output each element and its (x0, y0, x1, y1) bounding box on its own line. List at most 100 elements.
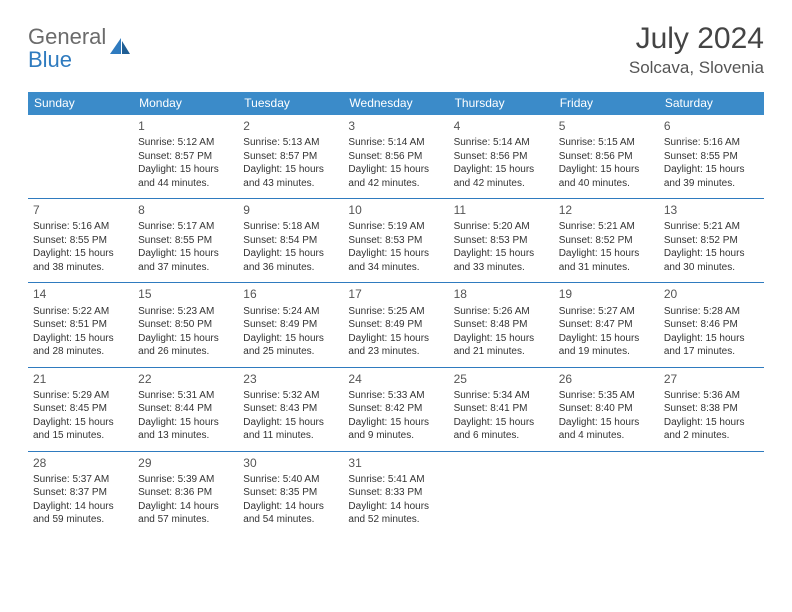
calendar-page: General Blue July 2024 Solcava, Slovenia… (0, 0, 792, 555)
sunrise-line: Sunrise: 5:14 AM (454, 136, 549, 150)
day-number: 29 (138, 455, 233, 471)
calendar-day: 23Sunrise: 5:32 AMSunset: 8:43 PMDayligh… (238, 368, 343, 451)
calendar-week: 1Sunrise: 5:12 AMSunset: 8:57 PMDaylight… (28, 115, 764, 199)
daylight-line: Daylight: 15 hours and 28 minutes. (33, 332, 128, 359)
daylight-line: Daylight: 15 hours and 26 minutes. (138, 332, 233, 359)
daylight-line: Daylight: 15 hours and 38 minutes. (33, 247, 128, 274)
day-number: 6 (664, 118, 759, 134)
calendar-day: 22Sunrise: 5:31 AMSunset: 8:44 PMDayligh… (133, 368, 238, 451)
sunset-line: Sunset: 8:53 PM (348, 234, 443, 248)
day-number: 31 (348, 455, 443, 471)
sunset-line: Sunset: 8:50 PM (138, 318, 233, 332)
calendar-day: 7Sunrise: 5:16 AMSunset: 8:55 PMDaylight… (28, 199, 133, 282)
weekday-header: Tuesday (238, 92, 343, 115)
calendar-day: 15Sunrise: 5:23 AMSunset: 8:50 PMDayligh… (133, 283, 238, 366)
sunset-line: Sunset: 8:57 PM (138, 150, 233, 164)
weekday-header: Saturday (659, 92, 764, 115)
daylight-line: Daylight: 15 hours and 37 minutes. (138, 247, 233, 274)
calendar-week: 14Sunrise: 5:22 AMSunset: 8:51 PMDayligh… (28, 283, 764, 367)
day-number: 24 (348, 371, 443, 387)
sunset-line: Sunset: 8:44 PM (138, 402, 233, 416)
sunset-line: Sunset: 8:43 PM (243, 402, 338, 416)
sunset-line: Sunset: 8:38 PM (664, 402, 759, 416)
day-number: 15 (138, 286, 233, 302)
sunrise-line: Sunrise: 5:32 AM (243, 389, 338, 403)
calendar-day: 29Sunrise: 5:39 AMSunset: 8:36 PMDayligh… (133, 452, 238, 535)
daylight-line: Daylight: 15 hours and 31 minutes. (559, 247, 654, 274)
day-number: 14 (33, 286, 128, 302)
day-number: 27 (664, 371, 759, 387)
day-number: 12 (559, 202, 654, 218)
daylight-line: Daylight: 15 hours and 34 minutes. (348, 247, 443, 274)
sunset-line: Sunset: 8:55 PM (33, 234, 128, 248)
sunrise-line: Sunrise: 5:40 AM (243, 473, 338, 487)
sunset-line: Sunset: 8:40 PM (559, 402, 654, 416)
sunset-line: Sunset: 8:56 PM (559, 150, 654, 164)
sunset-line: Sunset: 8:56 PM (454, 150, 549, 164)
day-number: 10 (348, 202, 443, 218)
daylight-line: Daylight: 14 hours and 59 minutes. (33, 500, 128, 527)
daylight-line: Daylight: 15 hours and 2 minutes. (664, 416, 759, 443)
day-number: 4 (454, 118, 549, 134)
calendar-day: 1Sunrise: 5:12 AMSunset: 8:57 PMDaylight… (133, 115, 238, 198)
day-number: 21 (33, 371, 128, 387)
sunset-line: Sunset: 8:42 PM (348, 402, 443, 416)
day-number: 2 (243, 118, 338, 134)
sunrise-line: Sunrise: 5:27 AM (559, 305, 654, 319)
calendar-day: 14Sunrise: 5:22 AMSunset: 8:51 PMDayligh… (28, 283, 133, 366)
daylight-line: Daylight: 15 hours and 25 minutes. (243, 332, 338, 359)
sunrise-line: Sunrise: 5:13 AM (243, 136, 338, 150)
weekday-header-row: Sunday Monday Tuesday Wednesday Thursday… (28, 92, 764, 115)
calendar-day: 10 Sunrise: 5:19 AMSunset: 8:53 PMDayligh… (343, 199, 448, 282)
sunrise-line: Sunrise: 5:20 AM (454, 220, 549, 234)
daylight-line: Daylight: 15 hours and 6 minutes. (454, 416, 549, 443)
sunrise-line: Sunrise: 5:16 AM (33, 220, 128, 234)
sunset-line: Sunset: 8:51 PM (33, 318, 128, 332)
sunset-line: Sunset: 8:57 PM (243, 150, 338, 164)
calendar-day: 24Sunrise: 5:33 AMSunset: 8:42 PMDayligh… (343, 368, 448, 451)
sunrise-line: Sunrise: 5:25 AM (348, 305, 443, 319)
sunrise-line: Sunrise: 5:29 AM (33, 389, 128, 403)
weekday-header: Thursday (449, 92, 554, 115)
day-number: 23 (243, 371, 338, 387)
day-number: 26 (559, 371, 654, 387)
sunrise-line: Sunrise: 5:15 AM (559, 136, 654, 150)
calendar-day: 21Sunrise: 5:29 AMSunset: 8:45 PMDayligh… (28, 368, 133, 451)
day-number: 19 (559, 286, 654, 302)
calendar-day: 28Sunrise: 5:37 AMSunset: 8:37 PMDayligh… (28, 452, 133, 535)
calendar-day: 8Sunrise: 5:17 AMSunset: 8:55 PMDaylight… (133, 199, 238, 282)
sunrise-line: Sunrise: 5:14 AM (348, 136, 443, 150)
sunset-line: Sunset: 8:45 PM (33, 402, 128, 416)
day-number: 30 (243, 455, 338, 471)
daylight-line: Daylight: 15 hours and 4 minutes. (559, 416, 654, 443)
calendar-day (554, 452, 659, 535)
sunrise-line: Sunrise: 5:19 AM (348, 220, 443, 234)
calendar-grid: Sunday Monday Tuesday Wednesday Thursday… (28, 92, 764, 535)
daylight-line: Daylight: 15 hours and 42 minutes. (454, 163, 549, 190)
calendar-day: 16Sunrise: 5:24 AMSunset: 8:49 PMDayligh… (238, 283, 343, 366)
daylight-line: Daylight: 15 hours and 13 minutes. (138, 416, 233, 443)
calendar-day: 4 Sunrise: 5:14 AMSunset: 8:56 PMDaylight… (449, 115, 554, 198)
weekday-header: Wednesday (343, 92, 448, 115)
daylight-line: Daylight: 15 hours and 44 minutes. (138, 163, 233, 190)
sunset-line: Sunset: 8:35 PM (243, 486, 338, 500)
sunrise-line: Sunrise: 5:39 AM (138, 473, 233, 487)
calendar-day: 19Sunrise: 5:27 AMSunset: 8:47 PMDayligh… (554, 283, 659, 366)
sunrise-line: Sunrise: 5:33 AM (348, 389, 443, 403)
calendar-day (659, 452, 764, 535)
calendar-day: 18Sunrise: 5:26 AMSunset: 8:48 PMDayligh… (449, 283, 554, 366)
sunrise-line: Sunrise: 5:34 AM (454, 389, 549, 403)
day-number: 28 (33, 455, 128, 471)
sunset-line: Sunset: 8:53 PM (454, 234, 549, 248)
sunrise-line: Sunrise: 5:21 AM (559, 220, 654, 234)
sunrise-line: Sunrise: 5:18 AM (243, 220, 338, 234)
sunset-line: Sunset: 8:33 PM (348, 486, 443, 500)
sunrise-line: Sunrise: 5:26 AM (454, 305, 549, 319)
weeks-container: 1Sunrise: 5:12 AMSunset: 8:57 PMDaylight… (28, 115, 764, 535)
day-number: 20 (664, 286, 759, 302)
sunrise-line: Sunrise: 5:35 AM (559, 389, 654, 403)
calendar-day: 2Sunrise: 5:13 AMSunset: 8:57 PMDaylight… (238, 115, 343, 198)
sunrise-line: Sunrise: 5:24 AM (243, 305, 338, 319)
daylight-line: Daylight: 15 hours and 23 minutes. (348, 332, 443, 359)
sunrise-line: Sunrise: 5:41 AM (348, 473, 443, 487)
